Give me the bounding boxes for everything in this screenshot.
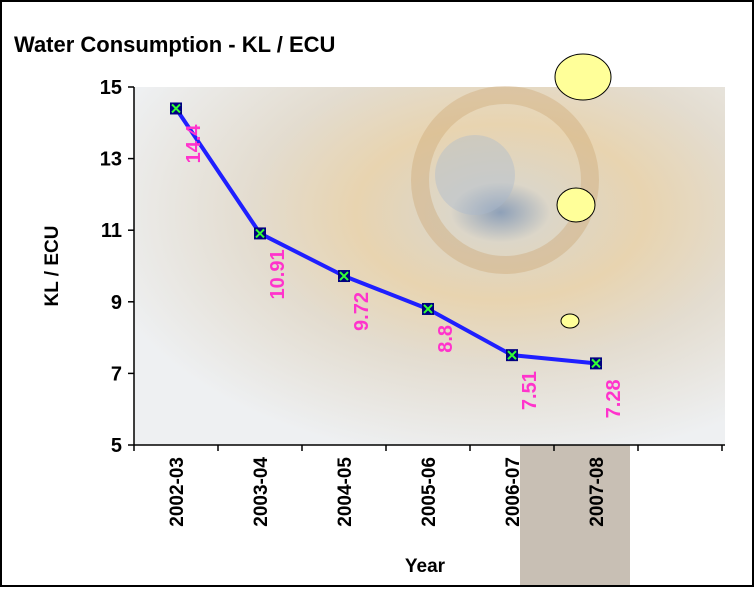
x-tick-label: 2005-06 — [419, 457, 440, 527]
data-label: 7.51 — [519, 371, 541, 410]
y-tick-label: 5 — [111, 435, 122, 457]
y-axis-label: KL / ECU — [42, 226, 63, 307]
chart: Water Consumption - KL / ECU KL / ECU Ye… — [0, 0, 754, 587]
decor-ellipse — [555, 54, 611, 100]
x-tick-label: 2007-08 — [587, 457, 608, 527]
y-tick-label: 7 — [111, 363, 122, 385]
data-label: 8.8 — [435, 325, 457, 353]
x-axis-label: Year — [405, 556, 446, 577]
x-tick-label: 2006-07 — [503, 457, 524, 527]
decor-ellipse — [557, 188, 595, 222]
x-tick-label: 2003-04 — [251, 457, 272, 527]
image-strip — [520, 445, 630, 585]
data-label: 10.91 — [267, 249, 289, 299]
data-label: 9.72 — [351, 292, 373, 331]
y-tick-label: 15 — [100, 77, 122, 99]
x-tick-label: 2004-05 — [335, 457, 356, 527]
x-tick-label: 2002-03 — [167, 457, 188, 527]
decor-ellipse — [561, 314, 579, 328]
data-label: 7.28 — [603, 379, 625, 418]
y-tick-label: 9 — [111, 292, 122, 314]
y-tick-label: 13 — [100, 149, 122, 171]
y-tick-label: 11 — [101, 220, 122, 242]
chart-title: Water Consumption - KL / ECU — [14, 32, 335, 57]
shell-core — [435, 135, 515, 215]
data-label: 14.4 — [183, 124, 205, 164]
